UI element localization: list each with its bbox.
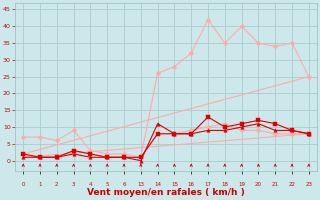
X-axis label: Vent moyen/en rafales ( km/h ): Vent moyen/en rafales ( km/h ) [87,188,245,197]
